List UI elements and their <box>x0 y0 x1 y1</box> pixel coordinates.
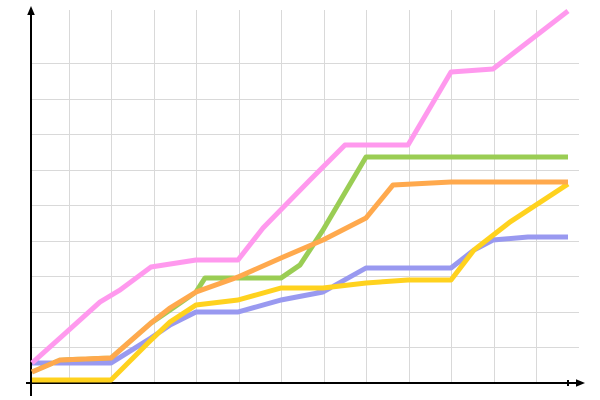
y-axis-arrowhead <box>27 6 35 15</box>
x-axis <box>26 379 585 387</box>
series-line-orange <box>31 179 568 375</box>
series-line-violet <box>30 9 570 365</box>
vertical-gridlines-group <box>69 10 537 383</box>
y-axis <box>27 6 35 396</box>
x-axis-arrowhead <box>576 379 585 387</box>
horizontal-gridlines-group <box>31 63 579 348</box>
series-line-gold <box>32 181 570 383</box>
data-series-group <box>30 9 570 383</box>
series-line-periwinkle <box>32 234 568 366</box>
